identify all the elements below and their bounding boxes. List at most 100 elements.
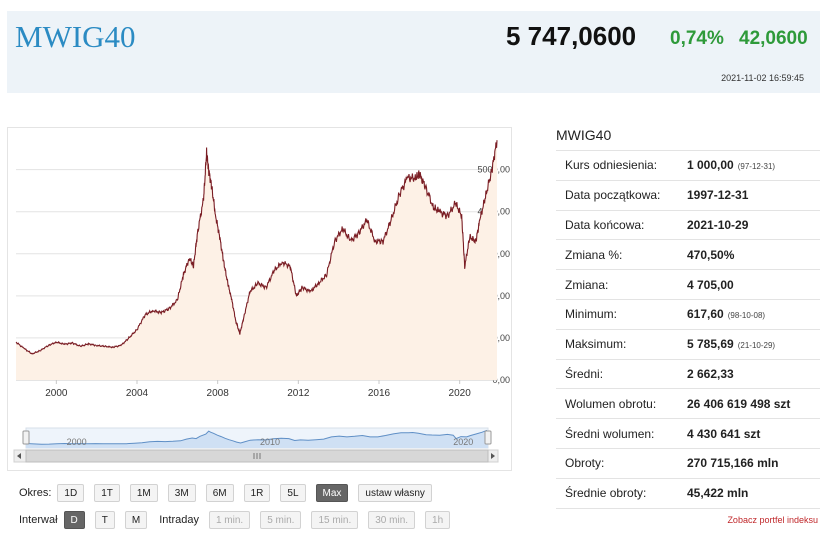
stats-row: Średni: 2 662,33	[556, 359, 820, 389]
x-tick-label: 2004	[126, 388, 149, 399]
navigator-tick-label: 2010	[260, 437, 280, 447]
interval-button[interactable]: D	[63, 511, 85, 529]
stat-label: Kurs odniesienia:	[565, 158, 658, 173]
stat-label: Średni:	[565, 366, 604, 381]
stat-value: 270 715,166 mln	[687, 456, 779, 471]
stats-row: Zmiana: 4 705,00	[556, 269, 820, 300]
stats-row: Data początkowa: 1997-12-31	[556, 180, 820, 210]
period-button[interactable]: 1R	[243, 484, 271, 502]
x-tick-label: 2008	[207, 388, 230, 399]
intraday-button[interactable]: 1 min.	[208, 511, 251, 529]
stats-row: Średni wolumen: 4 430 641 szt	[556, 418, 820, 449]
interval-button[interactable]: M	[124, 511, 148, 529]
stat-cell: 2 662,33	[687, 359, 820, 389]
navigator-right-handle[interactable]	[484, 430, 492, 445]
period-button[interactable]: 6M	[205, 484, 234, 502]
stat-value: 4 705,00	[687, 277, 734, 292]
stat-label: Wolumen obrotu:	[565, 396, 657, 411]
x-tick-label: 2020	[449, 388, 472, 399]
x-tick-label: 2012	[287, 388, 310, 399]
period-button[interactable]: 1T	[94, 484, 120, 502]
stat-cell: 470,50%	[687, 240, 820, 270]
index-price: 5 747,0600	[506, 21, 637, 51]
series-area	[16, 140, 497, 380]
stats-row: Wolumen obrotu: 26 406 619 498 szt	[556, 388, 820, 419]
stat-cell: 26 406 619 498 szt	[687, 389, 820, 419]
quote-timestamp: 2021-11-02 16:59:45	[721, 73, 804, 83]
stats-row: Średnie obroty: 45,422 mln	[556, 478, 820, 509]
stat-cell: 4 430 641 szt	[687, 419, 820, 449]
index-title: MWIG40	[15, 19, 136, 54]
stat-label: Minimum:	[565, 307, 618, 322]
stat-label: Średnie obroty:	[565, 486, 647, 501]
stat-cell: 45,422 mln	[687, 478, 820, 508]
stat-value: 26 406 619 498 szt	[687, 396, 791, 411]
period-button[interactable]: 1M	[129, 484, 158, 502]
stats-sidebar: MWIG40 Kurs odniesienia: 1 000,00 (97-12-3…	[556, 120, 820, 509]
stat-value: 45,422 mln	[687, 486, 749, 501]
stat-cell: 1997-12-31	[687, 180, 820, 210]
y-tick-label: 0,00	[492, 375, 510, 385]
period-label: Okres:	[19, 487, 52, 499]
stats-title: MWIG40	[556, 127, 612, 143]
interval-label: Interwał	[19, 514, 58, 526]
stats-row: Maksimum: 5 785,69 (21-10-29)	[556, 329, 820, 359]
portfolio-link[interactable]: Zobacz portfel indeksu	[727, 515, 818, 525]
period-button[interactable]: Max	[315, 484, 349, 502]
navigator-left-handle[interactable]	[22, 430, 30, 445]
stat-note: (21-10-29)	[737, 341, 776, 351]
x-tick-label: 2000	[45, 388, 68, 399]
period-button[interactable]: 5L	[280, 484, 306, 502]
navigator-tick-label: 2000	[67, 437, 87, 447]
stats-row: Data końcowa: 2021-10-29	[556, 210, 820, 240]
stats-row: Zmiana %: 470,50%	[556, 239, 820, 270]
stat-value: 2 662,33	[687, 366, 734, 381]
stat-note: (98-10-08)	[727, 311, 766, 321]
intraday-label: Intraday	[159, 514, 199, 526]
stats-row: Minimum: 617,60 (98-10-08)	[556, 299, 820, 329]
stat-value: 5 785,69	[687, 337, 734, 352]
navigator-fill	[26, 430, 488, 448]
stat-value: 2021-10-29	[687, 217, 749, 232]
change-absolute: 42,0600	[739, 28, 808, 49]
stat-label: Maksimum:	[565, 337, 627, 352]
stat-label: Zmiana %:	[565, 247, 623, 262]
intraday-button[interactable]: 30 min.	[368, 511, 416, 529]
stat-value: 1997-12-31	[687, 188, 749, 203]
stat-cell: 4 705,00	[687, 270, 820, 300]
chart-panel[interactable]: 0,001000,002000,003000,004000,005000,002…	[7, 127, 512, 471]
stat-cell: 1 000,00 (97-12-31)	[687, 151, 820, 181]
series-line	[15, 140, 498, 355]
period-button[interactable]: ustaw własny	[358, 484, 432, 502]
intraday-button[interactable]: 5 min.	[260, 511, 302, 529]
x-tick-label: 2016	[368, 388, 391, 399]
stat-cell: 270 715,166 mln	[687, 448, 820, 478]
interval-button[interactable]: T	[94, 511, 115, 529]
intraday-button[interactable]: 1h	[425, 511, 451, 529]
stat-label: Data początkowa:	[565, 188, 661, 203]
stat-note: (97-12-31)	[737, 162, 776, 172]
stats-table: Kurs odniesienia: 1 000,00 (97-12-31) Data …	[556, 150, 820, 509]
intraday-button[interactable]: 15 min.	[311, 511, 359, 529]
index-header: MWIG40 5 747,0600 0,74% 42,0600 2021-11-…	[7, 11, 820, 93]
stat-value: 617,60	[687, 307, 724, 322]
stat-value: 1 000,00	[687, 158, 734, 173]
navigator-line	[25, 429, 488, 445]
period-button[interactable]: 3M	[167, 484, 196, 502]
stat-value: 470,50%	[687, 247, 735, 262]
price-chart[interactable]: 0,001000,002000,003000,004000,005000,002…	[8, 128, 513, 472]
stat-cell: 5 785,69 (21-10-29)	[687, 329, 820, 359]
navigator-tick-label: 2020	[453, 437, 473, 447]
period-row: Okres: 1D 1T 1M 3M 6M 1R 5L Max ustaw własny	[7, 484, 442, 502]
scroll-grip-icon	[253, 453, 261, 459]
stat-label: Obroty:	[565, 456, 605, 471]
stat-cell: 2021-10-29	[687, 210, 820, 240]
scroll-left-icon[interactable]	[17, 453, 21, 459]
change-percent: 0,74%	[670, 28, 724, 49]
stat-label: Zmiana:	[565, 277, 609, 292]
period-button[interactable]: 1D	[57, 484, 85, 502]
scroll-right-icon[interactable]	[491, 453, 495, 459]
stats-row: Kurs odniesienia: 1 000,00 (97-12-31)	[556, 150, 820, 181]
stat-value: 4 430 641 szt	[687, 426, 761, 441]
